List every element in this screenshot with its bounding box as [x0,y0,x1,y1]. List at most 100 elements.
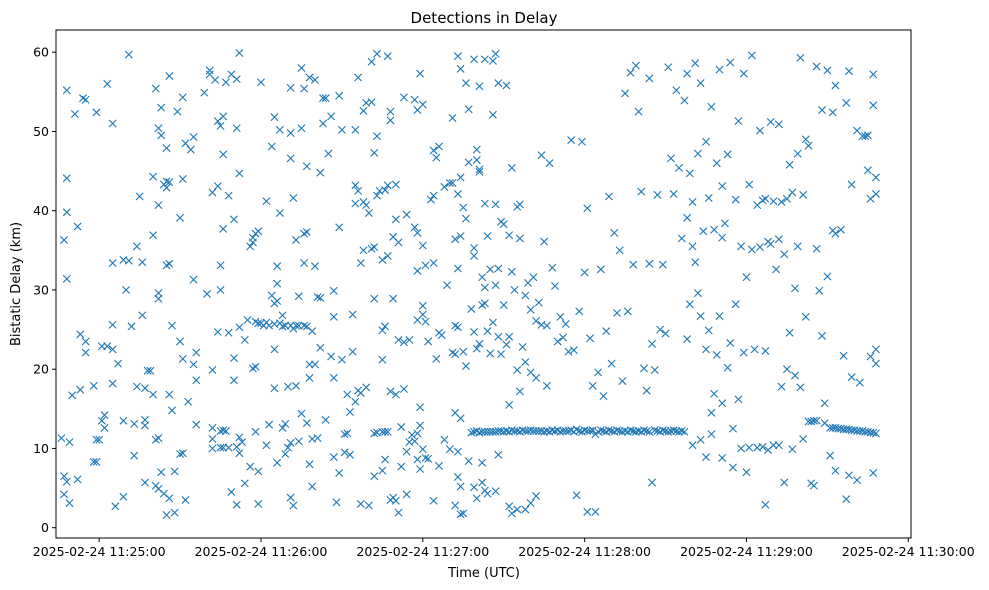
data-point [675,163,684,172]
data-point [138,258,147,267]
data-point [467,428,476,437]
data-point [251,427,260,436]
data-point [108,259,117,267]
data-point [108,379,117,388]
data-point [696,312,705,321]
data-point [737,444,746,453]
data-point [505,502,514,511]
data-point [815,286,824,295]
data-point [556,312,565,321]
data-point [273,279,282,288]
data-point [424,454,433,463]
data-point [370,472,379,481]
data-point [475,167,484,176]
data-point [769,197,778,206]
data-point [839,351,848,360]
data-point [871,190,880,199]
data-point [429,191,438,200]
data-point [76,330,85,339]
data-point [461,362,470,371]
data-point [639,364,648,373]
data-point [157,131,166,140]
data-point [192,420,201,429]
data-point [219,150,228,159]
data-point [507,267,516,276]
data-point [354,73,363,82]
data-point [712,159,721,168]
data-point [219,426,228,435]
data-point [739,348,748,357]
data-point [305,373,314,382]
data-point [413,429,422,438]
data-point [604,426,613,435]
data-point [594,368,603,377]
data-point [488,110,497,119]
data-point [248,238,257,247]
data-point [478,478,487,487]
data-point [408,430,417,439]
data-point [440,435,449,444]
data-point [351,181,360,190]
data-point [92,457,101,466]
chart-title: Detections in Delay [411,9,558,27]
data-point [378,255,387,264]
data-point [696,435,705,444]
data-point [92,108,101,117]
data-point [847,373,856,382]
data-point [394,508,403,517]
data-point [111,502,120,511]
data-point [313,293,322,302]
data-point [238,438,247,447]
data-point [189,360,198,369]
data-point [65,438,74,447]
data-point [383,181,392,190]
data-point [378,466,387,475]
data-point [559,333,568,342]
data-point [618,377,627,386]
data-point [329,373,338,382]
data-point [491,281,500,290]
data-point [391,496,400,505]
data-point [165,71,174,80]
data-point [734,117,743,126]
data-point [281,419,290,428]
y-tick-label: 50 [33,124,49,139]
data-point [626,68,635,77]
data-point [445,178,454,187]
data-point [791,284,800,293]
data-point [273,262,282,271]
data-point [809,481,818,490]
data-point [308,482,317,491]
data-point [413,455,422,464]
data-point [178,93,187,102]
data-point [192,376,201,385]
data-point [453,447,462,456]
data-point [793,149,802,158]
data-point [823,272,832,281]
data-point [658,260,667,269]
data-point [540,237,549,246]
data-point [221,78,230,87]
data-point [491,200,500,209]
data-point [715,312,724,321]
data-point [108,119,117,128]
x-tick-label: 2025-02-24 11:28:00 [518,544,651,559]
data-point [610,228,619,237]
data-point [680,427,689,436]
data-point [251,362,260,371]
data-point [397,462,406,471]
data-point [515,234,524,243]
data-point [321,415,330,424]
data-point [459,203,468,212]
data-point [162,177,171,186]
data-point [613,308,621,317]
data-point [230,215,239,224]
data-point [853,476,862,485]
data-point [286,154,295,163]
data-point [521,358,530,367]
data-point [162,183,171,192]
data-point [335,469,344,478]
data-point [863,131,872,140]
data-point [289,194,298,203]
y-axis: 0 10 20 30 40 50 60 [33,45,56,535]
